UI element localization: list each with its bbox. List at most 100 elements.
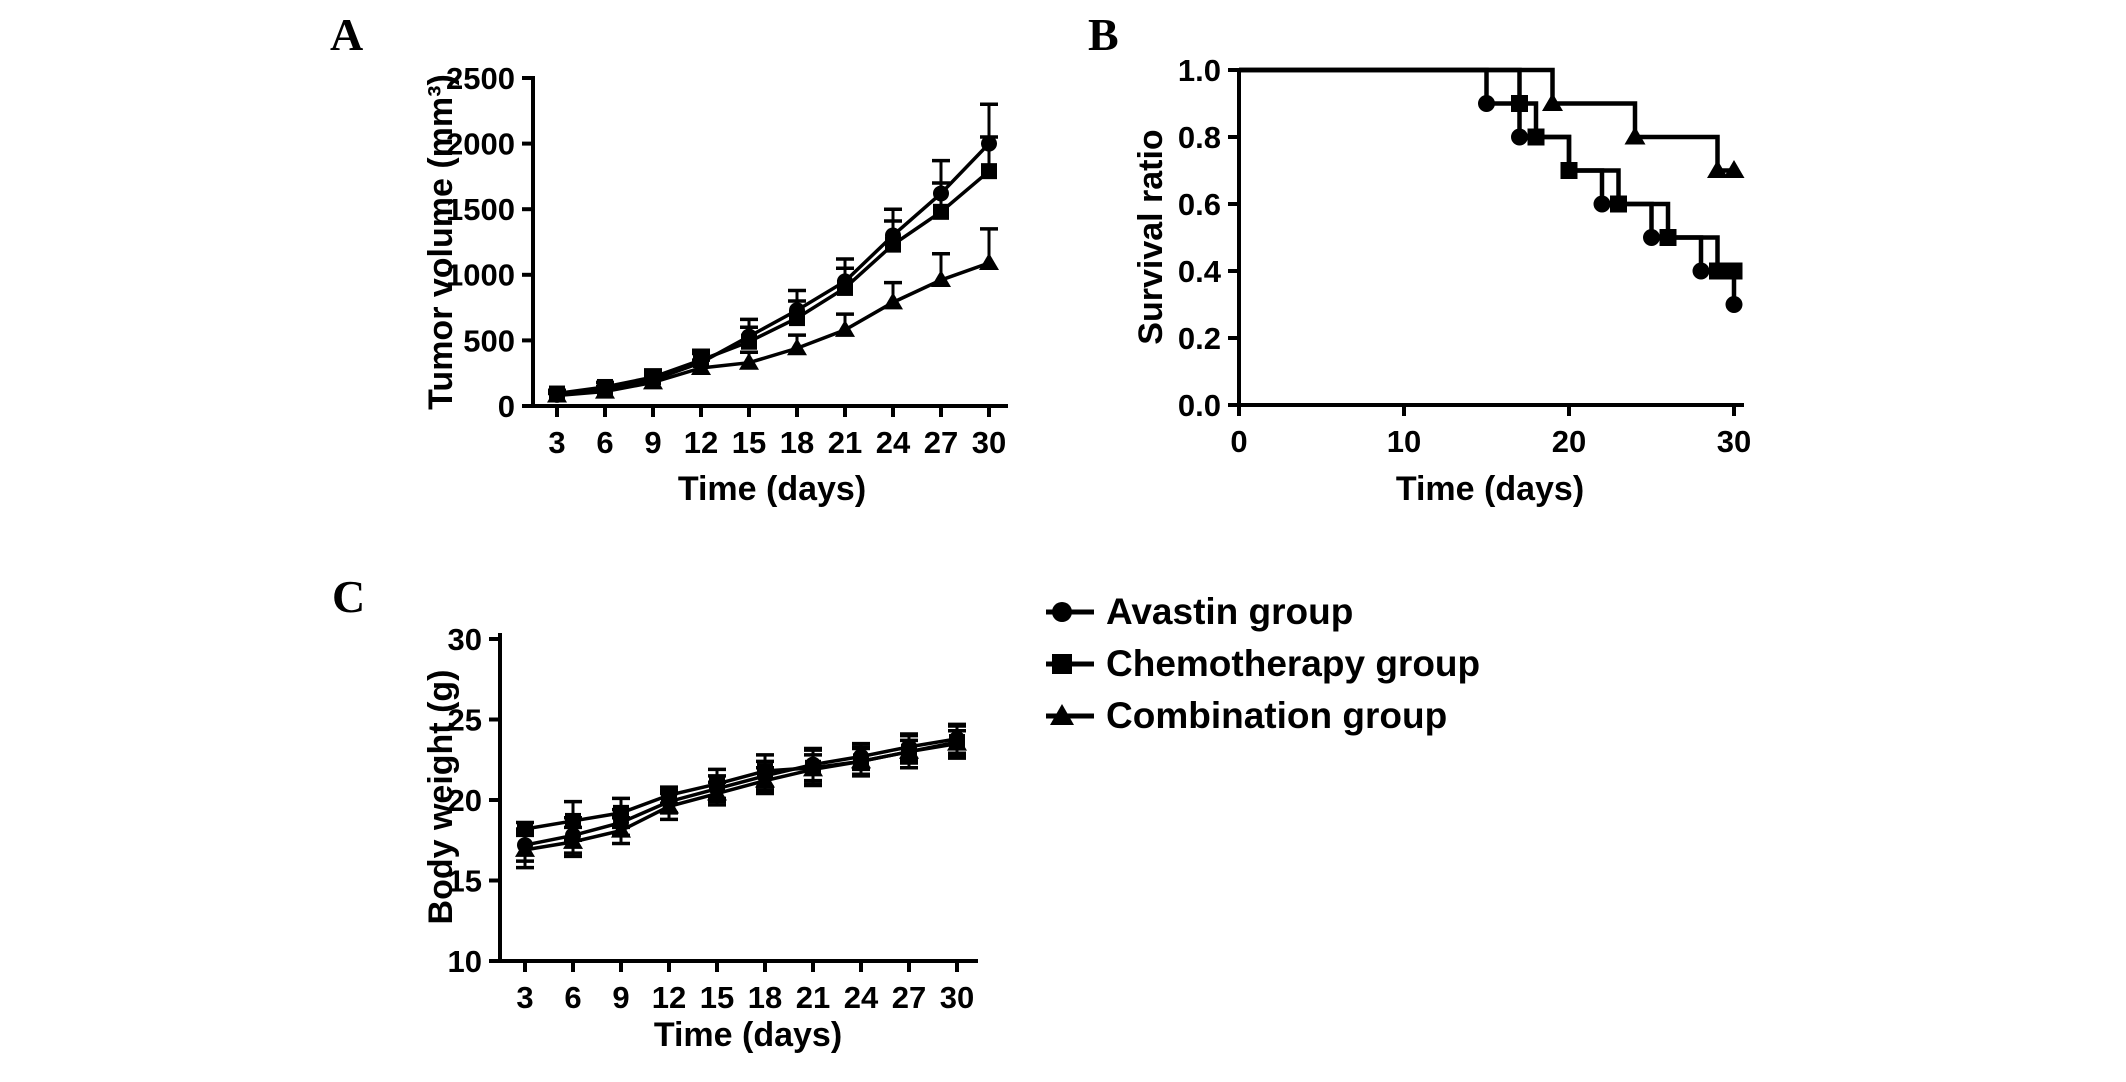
- triangle-marker: [835, 319, 855, 337]
- legend-item-avastin: Avastin group: [1042, 590, 1480, 634]
- square-marker: [565, 812, 581, 829]
- triangle-marker: [1624, 126, 1646, 145]
- body-weight-x-tick-label: 21: [796, 980, 830, 1015]
- tumor-volume-line-triangle: [556, 261, 990, 398]
- body-weight-y-tick-label: 15: [448, 863, 482, 898]
- body-weight-x-tick-label: 30: [940, 980, 974, 1015]
- triangle-marker: [547, 385, 567, 403]
- triangle-marker: [739, 352, 759, 370]
- tumor-volume-x-tick-label: 12: [684, 425, 718, 460]
- circle-marker: [1643, 229, 1660, 246]
- panel-letter-b: B: [1088, 9, 1119, 60]
- survival-ratio-x-axis-title: Time (days): [1396, 470, 1584, 508]
- survival-ratio-x-tick-label: 10: [1387, 424, 1421, 459]
- square-marker: [789, 310, 805, 327]
- triangle-marker: [787, 338, 807, 356]
- square-marker-icon: [1052, 654, 1072, 674]
- triangle-marker: [979, 252, 999, 270]
- survival-ratio-series-triangle: [1239, 67, 1745, 178]
- tumor-volume-line-circle: [556, 142, 991, 397]
- circle-marker: [1478, 95, 1495, 112]
- tumor-volume-x-tick-label: 18: [780, 425, 814, 460]
- body-weight-x-tick-label: 6: [564, 980, 581, 1015]
- survival-ratio-x-tick-label: 20: [1552, 424, 1586, 459]
- triangle-marker-icon: [1050, 704, 1074, 725]
- triangle-marker: [643, 372, 663, 390]
- circle-marker: [1725, 296, 1743, 313]
- legend-item-chemotherapy: Chemotherapy group: [1042, 642, 1480, 686]
- tumor-volume-y-tick-label: 2500: [446, 61, 515, 96]
- triangle-marker: [947, 733, 967, 751]
- body-weight-x-tick-label: 24: [844, 980, 879, 1015]
- square-marker: [1725, 262, 1743, 280]
- body-weight-y-axis-title: Body weight (g): [422, 670, 460, 925]
- triangle-marker: [595, 381, 615, 399]
- survival-ratio-y-tick-label: 0.4: [1178, 254, 1222, 289]
- tumor-volume-x-tick-label: 30: [972, 425, 1006, 460]
- body-weight-line-circle: [524, 737, 958, 847]
- legend-label: Avastin group: [1106, 591, 1354, 632]
- triangle-marker: [899, 741, 919, 759]
- square-marker: [885, 236, 901, 253]
- triangle-marker: [931, 270, 951, 288]
- tumor-volume-x-axis-title: Time (days): [678, 470, 866, 508]
- body-weight-x-tick-label: 18: [748, 980, 782, 1015]
- tumor-volume-x-tick-label: 9: [644, 425, 661, 460]
- survival-ratio-y-tick-label: 1.0: [1178, 53, 1221, 88]
- tumor-volume-x-tick-label: 3: [548, 425, 565, 460]
- triangle-marker: [563, 831, 583, 849]
- square-marker: [1511, 95, 1528, 112]
- square-marker: [1610, 195, 1627, 213]
- triangle-marker: [1723, 160, 1745, 178]
- square-marker: [1659, 229, 1677, 246]
- tumor-volume-x-tick-label: 21: [828, 425, 862, 460]
- circle-marker: [1593, 195, 1611, 213]
- tumor-volume-series-square: [548, 135, 998, 402]
- body-weight-y-tick-label: 25: [448, 702, 482, 737]
- square-marker: [1709, 262, 1726, 280]
- legend-label: Chemotherapy group: [1106, 643, 1481, 684]
- square-marker: [981, 163, 997, 180]
- body-weight-x-tick-label: 15: [700, 980, 734, 1015]
- panel-letter-a: A: [330, 9, 364, 60]
- tumor-volume-x-tick-label: 6: [596, 425, 613, 460]
- square-marker: [741, 333, 757, 350]
- chart-legend: Avastin group Chemotherapy group Combina…: [1042, 590, 1480, 738]
- body-weight-x-tick-label: 3: [516, 980, 533, 1015]
- tumor-volume-y-tick-label: 0: [498, 389, 515, 424]
- body-weight-x-tick-label: 9: [612, 980, 629, 1015]
- square-marker: [1527, 128, 1545, 146]
- square-marker: [1560, 162, 1578, 179]
- circle-marker-icon: [1046, 602, 1094, 622]
- tumor-volume-line-square: [556, 169, 991, 396]
- triangle-marker: [1707, 160, 1728, 178]
- body-weight-y-tick-label: 30: [448, 622, 482, 657]
- body-weight-x-tick-label: 12: [652, 980, 686, 1015]
- tumor-volume-x-tick-label: 24: [876, 425, 911, 460]
- tumor-volume-y-tick-label: 1000: [446, 258, 515, 293]
- legend-item-combination: Combination group: [1042, 694, 1480, 738]
- body-weight-x-tick-label: 27: [892, 980, 926, 1015]
- triangle-marker: [1542, 93, 1563, 111]
- body-weight-x-axis-title: Time (days): [654, 1016, 842, 1054]
- circle-marker: [1511, 128, 1528, 146]
- body-weight-series-triangle: [515, 729, 967, 870]
- triangle-marker: [883, 292, 903, 310]
- survival-ratio-y-tick-label: 0.2: [1178, 321, 1221, 356]
- triangle-marker: [515, 839, 535, 857]
- body-weight-y-tick-label: 10: [448, 944, 482, 979]
- chart-body-weight: 10 15 20 25 30 3 6 9 12 15 18 21 24 27 30 Time (days) Bo…: [422, 622, 978, 1054]
- chart-survival-ratio: 0.0 0.2 0.4 0.6 0.8 1.0 0 10 20 30 Time (days) Surv…: [1132, 53, 1751, 508]
- triangle-marker: [611, 820, 631, 838]
- body-weight-y-tick-label: 20: [448, 783, 482, 818]
- survival-ratio-y-tick-label: 0.8: [1178, 120, 1221, 155]
- triangle-marker: [803, 759, 823, 777]
- triangle-marker: [707, 783, 727, 801]
- survival-ratio-series-circle: [1239, 67, 1743, 313]
- tumor-volume-series-triangle: [547, 227, 999, 403]
- tumor-volume-series-circle: [548, 102, 998, 403]
- square-marker: [933, 203, 949, 220]
- survival-ratio-y-axis-title: Survival ratio: [1132, 129, 1170, 344]
- triangle-marker: [659, 796, 679, 814]
